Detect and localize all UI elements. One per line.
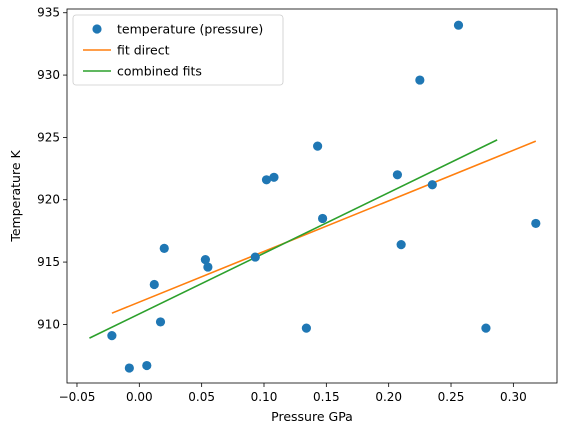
x-tick-label: 0.05 [188, 390, 215, 404]
scatter-point [317, 213, 328, 224]
scatter-point [301, 323, 311, 333]
legend: temperature (pressure) fit direct combined… [72, 14, 284, 86]
x-tick-label: −0.05 [59, 390, 96, 404]
y-tick-label: 925 [37, 130, 60, 144]
scatter-point [392, 170, 403, 180]
series-line-1 [111, 140, 537, 314]
x-tick-label: 0.15 [313, 390, 340, 404]
legend-label: fit direct [117, 43, 170, 58]
scatter-point [155, 317, 166, 327]
y-tick-label: 935 [37, 6, 60, 20]
x-tick-label: 0.25 [438, 390, 465, 404]
scatter-point [453, 20, 464, 30]
x-tick-label: 0.30 [500, 390, 527, 404]
scatter-point [427, 180, 437, 190]
y-tick-label: 920 [37, 193, 60, 207]
scatter-point [142, 360, 152, 371]
scatter-point [415, 75, 425, 85]
scatter-point [124, 363, 134, 373]
x-axis-label: Pressure GPa [271, 409, 353, 424]
scatter-point [250, 252, 260, 262]
y-tick-label: 930 [37, 68, 60, 82]
scatter-point [481, 323, 491, 333]
scatter-point [261, 175, 272, 185]
legend-label: combined fits [117, 64, 202, 79]
plot-frame [66, 8, 558, 384]
scatter-point [203, 262, 213, 272]
scatter-point [159, 243, 169, 253]
scatter-point [200, 254, 210, 265]
y-axis-ticks: 910 915 920 925 930 935 [37, 6, 67, 331]
legend-marker [92, 24, 102, 34]
y-tick-label: 910 [37, 317, 60, 331]
scatter-point [269, 172, 279, 182]
x-axis-ticks: −0.05 0.00 0.05 0.10 0.15 0.20 0.25 0.30 [59, 383, 527, 404]
legend-box [72, 14, 284, 86]
scatter-point [531, 218, 541, 229]
scatter-point [396, 240, 406, 250]
series-line-2 [89, 139, 498, 339]
scatter-point [313, 141, 323, 151]
x-tick-label: 0.00 [126, 390, 153, 404]
scatter-point [149, 279, 159, 290]
y-axis-label: Temperature K [8, 150, 23, 243]
legend-label: temperature (pressure) [117, 22, 263, 37]
plot-marks [89, 20, 541, 373]
x-tick-label: 0.20 [375, 390, 402, 404]
y-tick-label: 915 [37, 255, 60, 269]
scatter-point [107, 331, 117, 341]
x-tick-label: 0.10 [251, 390, 278, 404]
